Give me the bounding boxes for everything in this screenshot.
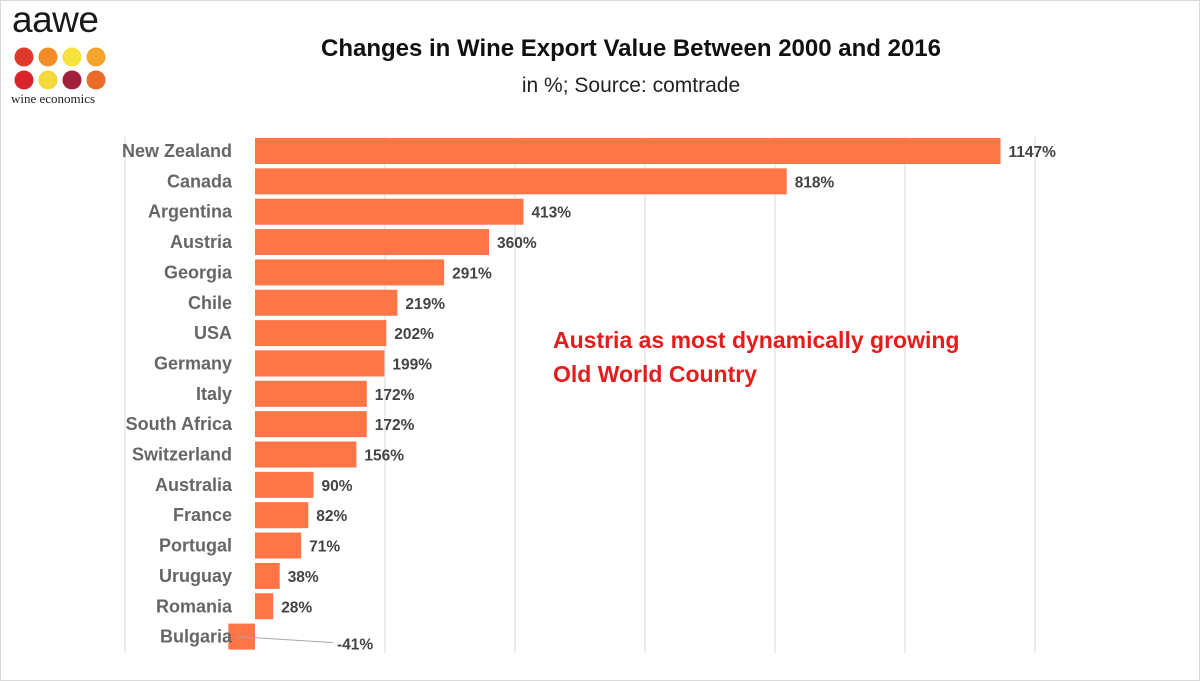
category-label: Argentina <box>148 202 233 222</box>
category-label: Austria <box>170 232 233 252</box>
category-label: Georgia <box>164 262 233 282</box>
chart-subtitle: in %; Source: comtrade <box>521 74 741 97</box>
category-label: Australia <box>155 475 233 495</box>
bar <box>255 168 787 195</box>
value-label: 38% <box>288 569 319 586</box>
value-label: 199% <box>392 356 432 373</box>
bar <box>255 441 357 468</box>
value-label: 360% <box>497 235 537 252</box>
category-label: Switzerland <box>132 445 232 465</box>
category-label: Uruguay <box>159 566 232 586</box>
value-label: 156% <box>364 448 404 465</box>
logo-dots <box>14 47 106 90</box>
bar <box>255 411 367 438</box>
category-label: Italy <box>196 384 232 404</box>
logo-dot <box>62 70 82 90</box>
value-label: 82% <box>316 508 347 525</box>
value-label: 202% <box>394 326 434 343</box>
logo-subtitle: wine economics <box>11 91 96 106</box>
logo-dot <box>38 47 58 67</box>
value-label: 71% <box>309 539 340 556</box>
value-label: 28% <box>281 599 312 616</box>
logo-word: aawe <box>12 0 99 40</box>
category-label: France <box>173 505 232 525</box>
value-label: 413% <box>531 205 571 222</box>
bar <box>255 350 385 377</box>
value-label: 172% <box>375 417 415 434</box>
logo-dot <box>86 47 106 67</box>
value-label: 219% <box>405 296 445 313</box>
value-label: 1147% <box>1009 144 1057 161</box>
chart-title: Changes in Wine Export Value Between 200… <box>320 35 941 62</box>
aawe-logo: aawe wine economics <box>11 0 121 106</box>
bar <box>255 289 398 316</box>
bar <box>255 198 524 225</box>
logo-dot <box>38 70 58 90</box>
category-label: Romania <box>156 596 233 616</box>
value-label: 90% <box>322 478 353 495</box>
annotation-line-1: Austria as most dynamically growing <box>553 327 960 353</box>
category-label: New Zealand <box>122 141 232 161</box>
category-label: South Africa <box>126 414 233 434</box>
category-label: Bulgaria <box>160 627 233 647</box>
bar <box>255 138 1001 164</box>
bar <box>255 229 489 256</box>
bar <box>255 471 314 498</box>
bar <box>255 593 274 620</box>
logo-dot <box>14 70 34 90</box>
bar <box>255 320 387 347</box>
category-label: Portugal <box>159 536 232 556</box>
leader-line <box>236 636 334 644</box>
bar <box>255 380 367 407</box>
category-label: USA <box>194 323 232 343</box>
value-label: -41% <box>337 637 373 654</box>
chart-annotation: Austria as most dynamically growing Old … <box>553 323 959 391</box>
category-label: Chile <box>188 293 232 313</box>
bar <box>255 562 280 589</box>
bar <box>255 532 302 559</box>
annotation-line-2: Old World Country <box>553 361 758 387</box>
value-label: 818% <box>795 174 835 191</box>
logo-dot <box>14 47 34 67</box>
value-label: 172% <box>375 387 415 404</box>
value-label: 291% <box>452 265 492 282</box>
category-label: Germany <box>154 353 232 373</box>
logo-dot <box>86 70 106 90</box>
bar <box>255 259 445 286</box>
category-label: Canada <box>167 171 233 191</box>
bar <box>255 502 309 529</box>
logo-dot <box>62 47 82 67</box>
